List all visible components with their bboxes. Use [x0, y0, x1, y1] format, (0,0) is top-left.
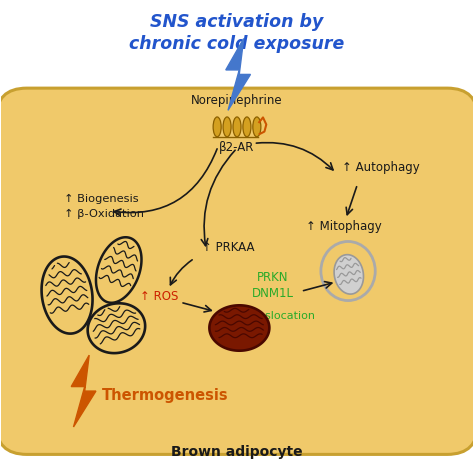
- FancyBboxPatch shape: [0, 88, 474, 455]
- Text: Norepinephrine: Norepinephrine: [191, 94, 283, 108]
- FancyArrowPatch shape: [303, 282, 332, 291]
- Polygon shape: [96, 237, 142, 303]
- FancyArrowPatch shape: [183, 303, 211, 312]
- Ellipse shape: [223, 117, 231, 137]
- Ellipse shape: [213, 117, 221, 137]
- Text: chronic cold exposure: chronic cold exposure: [129, 35, 345, 53]
- Text: β2-AR: β2-AR: [219, 141, 255, 154]
- Text: Damage: Damage: [214, 332, 264, 345]
- Polygon shape: [210, 305, 269, 351]
- Polygon shape: [71, 355, 96, 427]
- Text: Brown adipocyte: Brown adipocyte: [171, 445, 303, 459]
- Text: ↑ Biogenesis
↑ β-Oxidation: ↑ Biogenesis ↑ β-Oxidation: [64, 194, 145, 219]
- Text: Thermogenesis: Thermogenesis: [102, 388, 229, 403]
- Text: translocation: translocation: [243, 311, 316, 321]
- Polygon shape: [334, 255, 364, 294]
- Text: SNS activation by: SNS activation by: [150, 13, 324, 31]
- Ellipse shape: [243, 117, 251, 137]
- Text: ↑ Mitophagy: ↑ Mitophagy: [306, 220, 381, 233]
- Ellipse shape: [253, 117, 261, 137]
- Polygon shape: [88, 303, 145, 353]
- FancyArrowPatch shape: [346, 187, 356, 215]
- Polygon shape: [42, 256, 92, 334]
- FancyArrowPatch shape: [114, 149, 217, 216]
- Text: ↑ Autophagy: ↑ Autophagy: [342, 161, 419, 173]
- Ellipse shape: [233, 117, 241, 137]
- Polygon shape: [226, 38, 250, 110]
- Text: ↑ ROS: ↑ ROS: [140, 290, 178, 302]
- FancyArrowPatch shape: [170, 260, 192, 285]
- FancyArrowPatch shape: [201, 150, 235, 246]
- FancyArrowPatch shape: [256, 143, 333, 170]
- Text: ↑ PRKAA: ↑ PRKAA: [201, 241, 254, 254]
- Text: PRKN
DNM1L: PRKN DNM1L: [251, 271, 293, 300]
